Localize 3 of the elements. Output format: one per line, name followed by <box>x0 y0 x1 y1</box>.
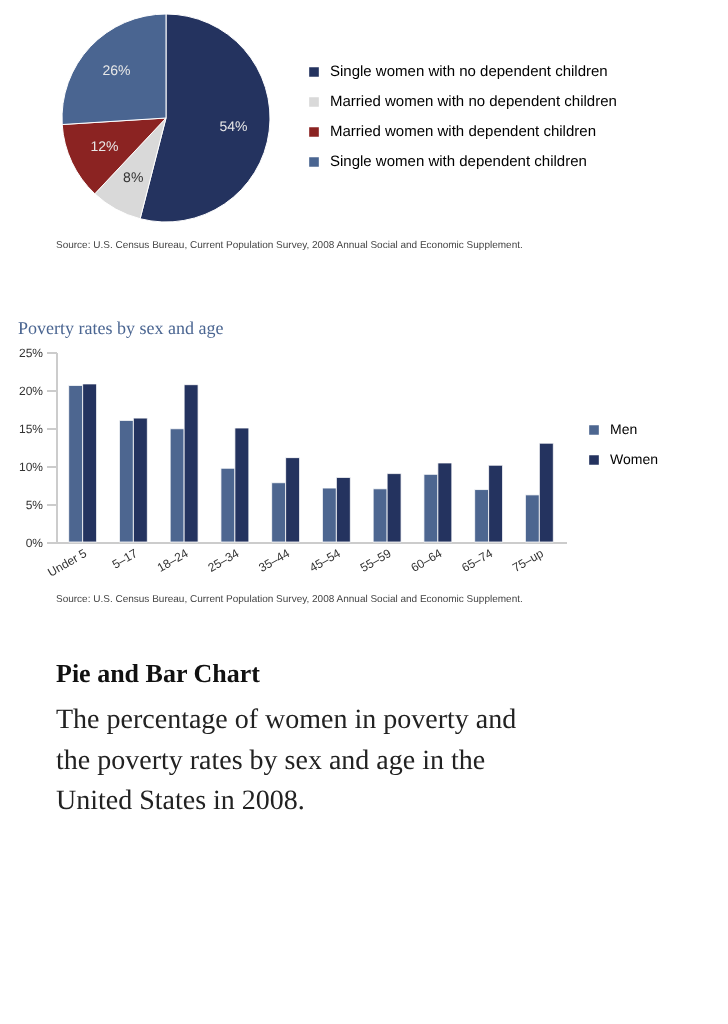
text: Pie and Bar Chart <box>56 658 262 688</box>
chart-title: Poverty rates by sex and age <box>17 318 224 338</box>
text: The percentage of women in poverty and the poverty rates by sex and age in the United States in 2008. <box>56 706 517 818</box>
